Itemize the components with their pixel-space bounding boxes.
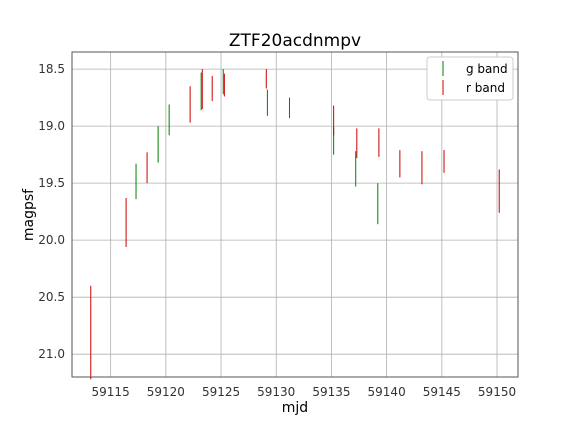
chart-title: ZTF20acdnmpv: [229, 31, 361, 51]
x-tick-label: 59150: [478, 385, 516, 399]
legend: g band r band: [426, 56, 514, 101]
x-tick-labels: 59115 59120 59125 59130 59135 59140 59145 59150: [92, 385, 517, 399]
x-tick-label: 59135: [312, 385, 350, 399]
y-tick-label: 19.5: [38, 176, 65, 190]
data-marks: [90, 69, 500, 380]
legend-r-band-label: r band: [466, 81, 505, 95]
x-tick-label: 59125: [202, 385, 240, 399]
legend-box: [426, 56, 514, 101]
y-tick-label: 18.5: [38, 62, 65, 76]
y-tick-label: 21.0: [38, 347, 65, 361]
y-tick-label: 20.5: [38, 290, 65, 304]
x-tick-label: 59120: [147, 385, 185, 399]
y-tick-label: 20.0: [38, 233, 65, 247]
x-tick-label: 59145: [423, 385, 461, 399]
x-axis-label: mjd: [282, 400, 308, 416]
x-tick-label: 59130: [257, 385, 295, 399]
legend-g-band-label: g band: [466, 62, 508, 76]
y-tick-labels: 18.5 19.0 19.5 20.0 20.5 21.0: [38, 62, 65, 361]
x-tick-label: 59115: [92, 385, 130, 399]
plot-area: [72, 52, 518, 377]
grid: [72, 52, 518, 377]
x-tick-label: 59140: [368, 385, 406, 399]
y-tick-label: 19.0: [38, 119, 65, 133]
plot-frame: [71, 51, 519, 378]
y-axis-label: magpsf: [21, 188, 37, 241]
